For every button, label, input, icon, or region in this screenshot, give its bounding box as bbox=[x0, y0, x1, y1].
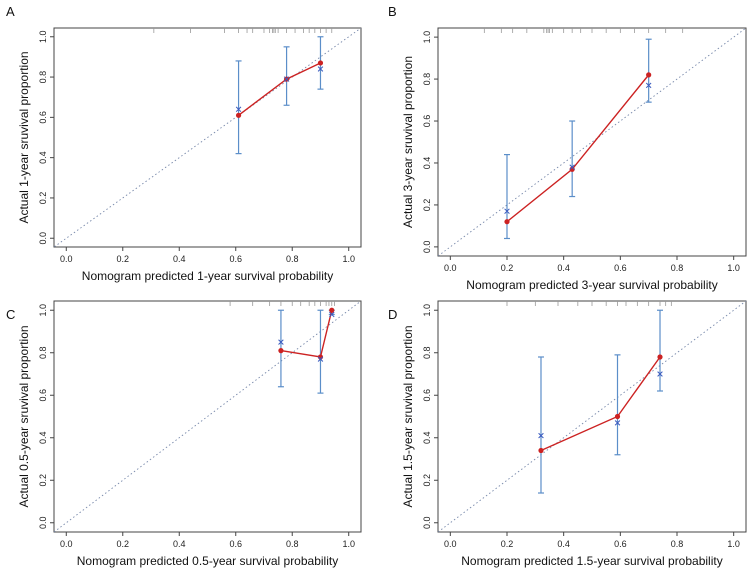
km-estimate-marker bbox=[645, 82, 652, 89]
observed-point bbox=[278, 348, 284, 354]
x-tick-label: 0.2 bbox=[117, 254, 130, 264]
panel-b: B 0.0 0.2 0.4 0.6 0.8 1.0 0.0 0.2 0.4 0.6 0.8 1.0 Nom… bbox=[388, 4, 747, 292]
observed-point bbox=[614, 413, 621, 420]
panel-label: C bbox=[6, 307, 15, 322]
x-tick-label: 0.0 bbox=[444, 263, 457, 273]
panel-label: D bbox=[388, 307, 397, 322]
panel-d: D 0.0 0.2 0.4 0.6 0.8 1.0 0.0 0.2 0.4 0.6 0.8 1.0 Nom… bbox=[388, 300, 747, 568]
calibration-curve bbox=[280, 310, 333, 358]
observed-point bbox=[504, 219, 510, 225]
x-axis-label: Nomogram predicted 0.5-year survival pro… bbox=[77, 554, 338, 568]
km-estimate-marker bbox=[504, 208, 510, 214]
x-tick-label: 0.2 bbox=[117, 539, 130, 549]
panel-c: C 0.0 0.2 0.4 0.6 0.8 1.0 0.0 0.2 0.4 0.6 0.8 1.0 Nom… bbox=[6, 300, 362, 568]
x-tick-label: 1.0 bbox=[727, 263, 740, 273]
y-tick-label: 0.4 bbox=[38, 431, 48, 444]
km-estimate-marker bbox=[278, 339, 284, 345]
y-tick-label: 0.6 bbox=[38, 389, 48, 402]
y-tick-label: 0.0 bbox=[38, 232, 48, 245]
x-tick-label: 1.0 bbox=[727, 539, 740, 549]
km-estimate-marker bbox=[329, 311, 335, 318]
km-estimate-marker bbox=[283, 76, 290, 82]
km-estimate-marker bbox=[317, 66, 324, 72]
y-tick-label: 0.6 bbox=[38, 111, 48, 124]
x-tick-label: 0.6 bbox=[614, 539, 627, 549]
x-tick-label: 0.8 bbox=[286, 254, 299, 264]
ideal-reference-line bbox=[54, 301, 361, 532]
y-tick-label: 0.0 bbox=[38, 517, 48, 530]
y-tick-label: 0.8 bbox=[422, 346, 432, 359]
x-tick-label: 0.0 bbox=[60, 539, 73, 549]
y-tick-label: 0.2 bbox=[422, 199, 432, 212]
ideal-reference-line bbox=[54, 28, 361, 247]
observed-point bbox=[329, 307, 335, 313]
x-tick-label: 0.2 bbox=[501, 263, 514, 273]
observed-point bbox=[235, 112, 242, 118]
ideal-reference-line bbox=[438, 301, 746, 532]
y-tick-label: 0.2 bbox=[38, 474, 48, 487]
observed-point bbox=[657, 354, 663, 360]
x-tick-label: 0.2 bbox=[501, 539, 514, 549]
y-tick-label: 1.0 bbox=[38, 304, 48, 317]
x-tick-label: 0.0 bbox=[60, 254, 73, 264]
x-tick-label: 0.4 bbox=[557, 539, 570, 549]
x-tick-label: 0.4 bbox=[173, 254, 186, 264]
y-tick-label: 0.4 bbox=[422, 431, 432, 444]
panel-a: A 0.0 0.2 0.4 0.6 0.8 1.0 0.0 0.2 0.4 0.6 0.8 1.0 Nom… bbox=[6, 4, 362, 283]
panel-label: B bbox=[388, 4, 397, 19]
y-tick-label: 0.6 bbox=[422, 115, 432, 128]
km-estimate-marker bbox=[538, 432, 544, 439]
km-estimate-marker bbox=[614, 420, 621, 426]
km-estimate-marker bbox=[657, 371, 663, 377]
y-tick-label: 0.2 bbox=[38, 192, 48, 205]
panel-label: A bbox=[6, 4, 15, 19]
x-tick-label: 0.4 bbox=[557, 263, 570, 273]
calibration-curve bbox=[238, 62, 321, 116]
calibration-curve bbox=[540, 356, 661, 452]
y-tick-label: 0.0 bbox=[422, 517, 432, 530]
x-tick-label: 1.0 bbox=[342, 539, 355, 549]
x-axis-label: Nomogram predicted 3-year survival proba… bbox=[466, 278, 717, 292]
x-tick-label: 1.0 bbox=[342, 254, 355, 264]
y-tick-label: 0.2 bbox=[422, 474, 432, 487]
observed-point bbox=[317, 60, 324, 66]
y-tick-label: 1.0 bbox=[422, 304, 432, 317]
y-tick-label: 0.8 bbox=[38, 71, 48, 84]
x-axis-label: Nomogram predicted 1-year survival proba… bbox=[82, 269, 333, 283]
x-tick-label: 0.6 bbox=[229, 254, 242, 264]
observed-point bbox=[646, 72, 652, 78]
y-axis-label: Actual 1-year sruvival proportion bbox=[17, 51, 31, 223]
km-estimate-marker bbox=[317, 356, 324, 362]
y-axis-label: Actual 3-year sruvival proportion bbox=[401, 56, 415, 228]
x-axis-label: Nomogram predicted 1.5-year survival pro… bbox=[461, 554, 722, 568]
y-tick-label: 0.8 bbox=[422, 73, 432, 86]
km-estimate-marker bbox=[569, 164, 575, 170]
y-tick-label: 0.0 bbox=[422, 241, 432, 254]
plot-frame bbox=[53, 27, 362, 248]
y-tick-label: 1.0 bbox=[38, 31, 48, 44]
observed-point bbox=[538, 447, 544, 454]
y-axis-label: Actual 0.5-year sruvival proportion bbox=[17, 325, 31, 507]
x-tick-label: 0.6 bbox=[614, 263, 627, 273]
x-tick-label: 0.4 bbox=[173, 539, 186, 549]
x-tick-label: 0.6 bbox=[229, 539, 242, 549]
plot-frame bbox=[53, 300, 362, 533]
ideal-reference-line bbox=[438, 28, 746, 256]
x-tick-label: 0.8 bbox=[671, 263, 684, 273]
y-tick-label: 0.8 bbox=[38, 346, 48, 359]
y-tick-label: 0.4 bbox=[422, 157, 432, 170]
y-tick-label: 1.0 bbox=[422, 31, 432, 44]
km-estimate-marker bbox=[235, 106, 242, 113]
x-tick-label: 0.0 bbox=[444, 539, 457, 549]
y-axis-label: Actual 1.5-year sruvival proportion bbox=[401, 325, 415, 507]
x-tick-label: 0.8 bbox=[286, 539, 299, 549]
y-tick-label: 0.4 bbox=[38, 151, 48, 164]
y-tick-label: 0.6 bbox=[422, 389, 432, 402]
x-tick-label: 0.8 bbox=[671, 539, 684, 549]
calibration-curve bbox=[506, 74, 650, 223]
